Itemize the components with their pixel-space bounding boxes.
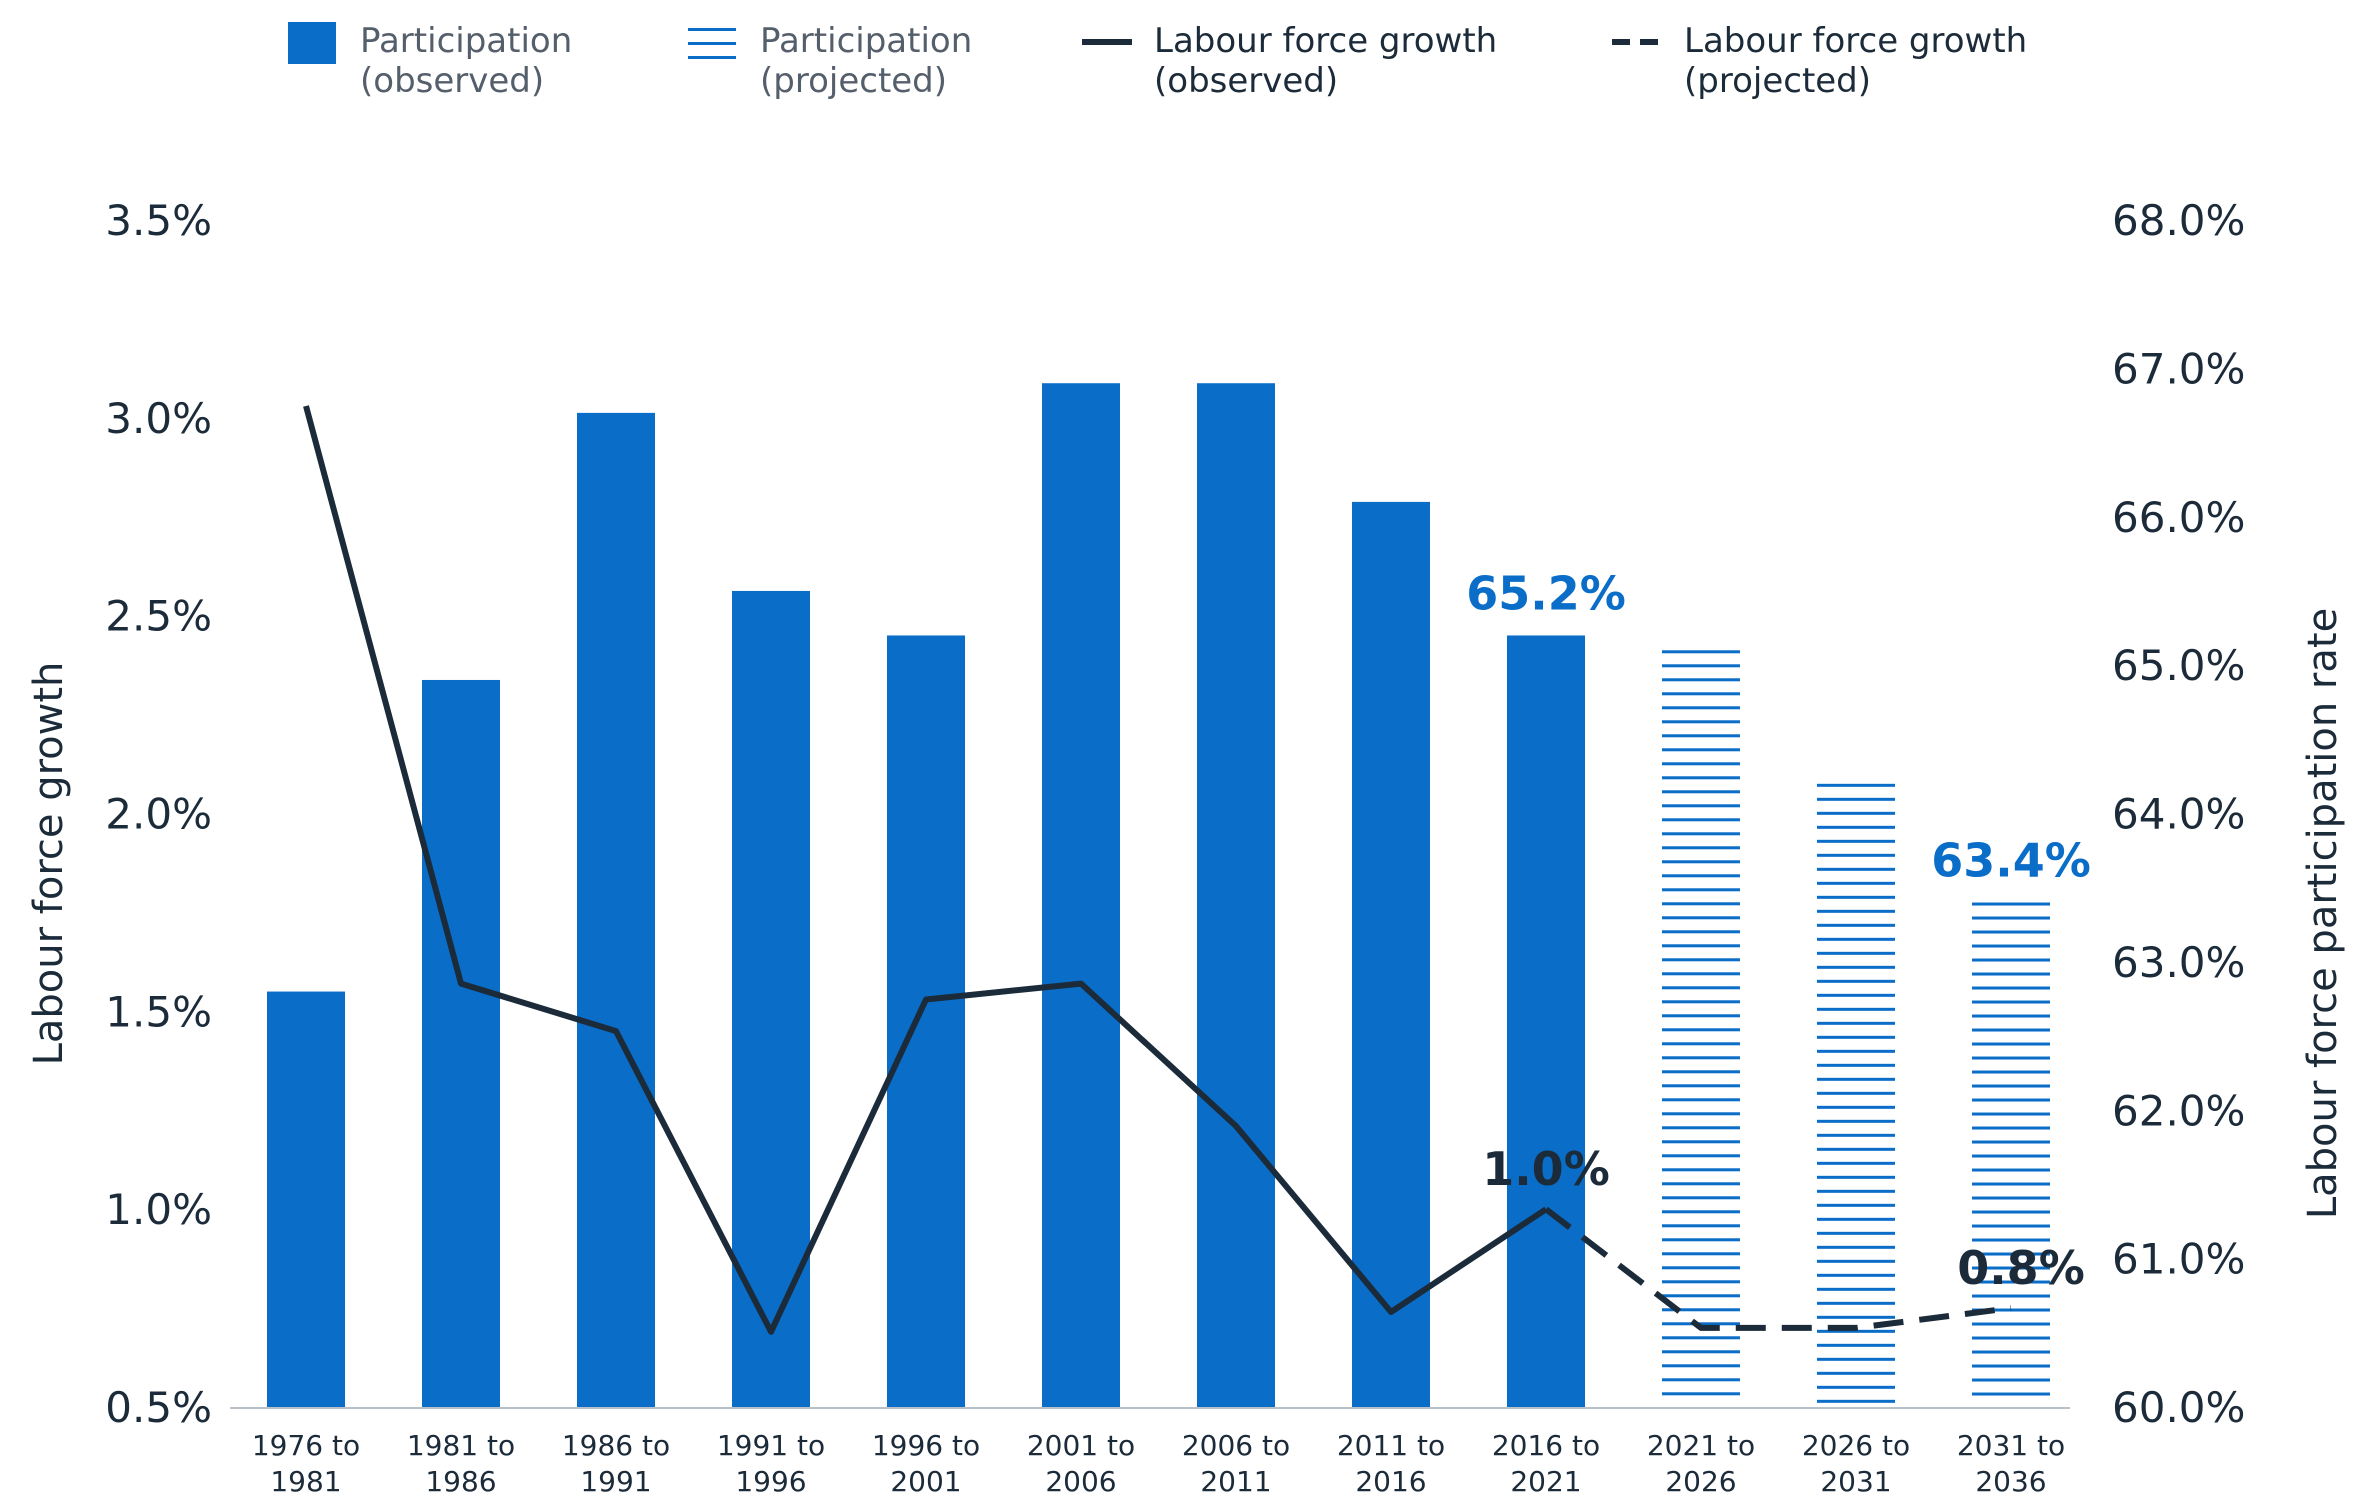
category-label: 2026 to 2031: [1802, 1429, 1910, 1492]
left-tick-label: 1.5%: [105, 987, 212, 1036]
category-label: 2031 to 2036: [1957, 1429, 2065, 1492]
legend: Participation(observed)Participation(pro…: [288, 21, 2027, 101]
right-tick-label: 62.0%: [2112, 1086, 2245, 1135]
bar-observed: [887, 635, 965, 1407]
left-tick-label: 2.5%: [105, 592, 212, 641]
legend-label-sub: (projected): [760, 61, 947, 101]
line-growth-observed: [303, 405, 1548, 1335]
left-tick-label: 3.0%: [105, 394, 212, 443]
category-label: 2021 to 2026: [1647, 1429, 1755, 1492]
category-label: 1996 to 2001: [872, 1429, 980, 1492]
right-tick-label: 65.0%: [2112, 641, 2245, 690]
right-tick-label: 63.0%: [2112, 938, 2245, 987]
category-label: 1986 to 1991: [562, 1429, 670, 1492]
lines: [303, 405, 2012, 1335]
right-tick-label: 66.0%: [2112, 493, 2245, 542]
category-label: 2016 to 2021: [1492, 1429, 1600, 1492]
data-label: 65.2%: [1466, 566, 1626, 620]
category-label: 1981 to 1986: [407, 1429, 515, 1492]
left-tick-label: 0.5%: [105, 1383, 212, 1432]
category-label: 2006 to 2011: [1182, 1429, 1290, 1492]
right-axis-title: Labour force participation rate: [2300, 608, 2346, 1219]
legend-label-sub: (observed): [360, 61, 544, 101]
legend-item: Labour force growth(observed): [1082, 21, 1497, 101]
bars: [267, 383, 2050, 1408]
data-label: 63.4%: [1931, 834, 2091, 888]
left-tick-label: 2.0%: [105, 790, 212, 839]
bar-projected: [1972, 902, 2050, 1396]
category-label: 1976 to 1981: [252, 1429, 360, 1492]
category-label: 2011 to 2016: [1337, 1429, 1445, 1492]
legend-item: Participation(observed): [288, 21, 572, 101]
data-labels: 65.2% 63.4% 1.0% 0.8%: [1466, 566, 2091, 1295]
legend-swatch: [688, 22, 736, 64]
bar-observed: [1042, 383, 1120, 1407]
legend-item: Participation(projected): [688, 21, 972, 101]
bar-observed: [1197, 383, 1275, 1407]
right-tick-label: 60.0%: [2112, 1383, 2245, 1432]
legend-label: Labour force growth: [1684, 21, 2027, 61]
left-tick-label: 3.5%: [105, 196, 212, 245]
legend-item: Labour force growth(projected): [1612, 21, 2027, 101]
category-label: 1991 to 1996: [717, 1429, 825, 1492]
data-label: 1.0%: [1482, 1142, 1610, 1196]
bar-observed: [267, 991, 345, 1407]
legend-swatch: [288, 22, 336, 64]
legend-label: Labour force growth: [1154, 21, 1497, 61]
bar-observed: [1507, 635, 1585, 1407]
legend-label: Participation: [760, 21, 972, 61]
x-axis: 1976 to 1981 1981 to 1986 1986 to 1991 1991 to…: [230, 1407, 2070, 1492]
bar-observed: [422, 679, 500, 1407]
right-tick-label: 68.0%: [2112, 196, 2245, 245]
right-tick-label: 67.0%: [2112, 344, 2245, 393]
data-label: 0.8%: [1957, 1241, 2085, 1295]
right-tick-label: 64.0%: [2112, 790, 2245, 839]
right-tick-label: 61.0%: [2112, 1235, 2245, 1284]
legend-label-sub: (projected): [1684, 61, 1871, 101]
bar-projected: [1817, 783, 1895, 1403]
bar-observed: [577, 412, 655, 1407]
left-axis-title: Labour force growth: [26, 662, 72, 1066]
legend-label-sub: (observed): [1154, 61, 1338, 101]
category-label: 2001 to 2006: [1027, 1429, 1135, 1492]
bar-projected: [1662, 650, 1740, 1396]
bar-observed: [1352, 501, 1430, 1408]
left-axis: 0.5% 1.0% 1.5% 2.0% 2.5% 3.0% 3.5% Labour force…: [26, 196, 212, 1432]
line-growth-projected: [1544, 1206, 2012, 1331]
left-tick-label: 1.0%: [105, 1185, 212, 1234]
legend-label: Participation: [360, 21, 572, 61]
right-axis: 60.0% 61.0% 62.0% 63.0% 64.0% 65.0% 66.0% 67.0%…: [2112, 196, 2346, 1432]
